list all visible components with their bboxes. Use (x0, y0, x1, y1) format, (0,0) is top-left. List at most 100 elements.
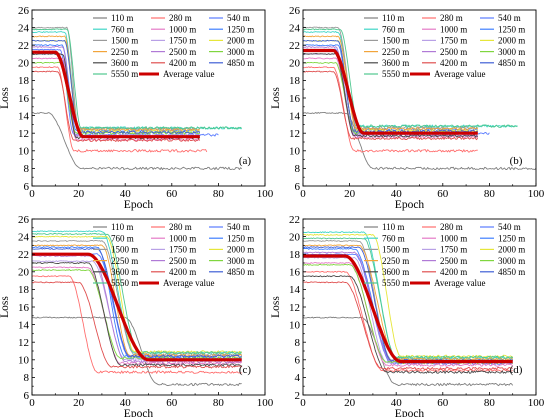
legend-label: 2250 m (382, 256, 409, 266)
legend-label: 2250 m (111, 256, 138, 266)
y-tick-label: 14 (18, 110, 30, 122)
legend-label: 1250 m (227, 233, 254, 243)
y-tick-label: 18 (289, 249, 301, 261)
y-tick-label: 22 (18, 249, 29, 261)
legend-label: 1000 m (169, 233, 196, 243)
y-tick-label: 18 (18, 75, 30, 87)
series-line-2000-m (32, 235, 243, 354)
series-line-1000-m (303, 262, 513, 367)
legend-label: 1500 m (111, 245, 138, 255)
y-tick-label: 10 (289, 319, 301, 331)
legend-label: 1000 m (440, 233, 467, 243)
y-tick-label: 14 (18, 319, 30, 331)
legend-label: 4850 m (498, 267, 525, 277)
legend-item: 280 m (422, 222, 463, 232)
series-line-280-m (32, 275, 242, 374)
x-tick-label: 20 (73, 188, 85, 200)
panel-4: 0 20 40 60 80 100 2 4 6 8 10 12 14 16 18 20 22 Epoch Loss (… (270, 214, 545, 417)
series-line-average-value (303, 48, 479, 135)
legend-label: 1250 m (227, 24, 254, 34)
legend-item: 3600 m (364, 267, 409, 277)
x-tick-label: 20 (73, 397, 85, 409)
legend-item: 3600 m (93, 267, 138, 277)
legend-item: 2000 m (480, 36, 525, 46)
series-line-280-m (303, 66, 478, 153)
legend-item: 1750 m (422, 36, 467, 46)
legend-item: 4850 m (209, 267, 254, 277)
series-line-2250-m (303, 35, 479, 131)
y-tick-label: 10 (18, 146, 30, 158)
legend-item: 2000 m (209, 36, 254, 46)
series-line-4200-m (32, 70, 201, 142)
y-tick-label: 8 (295, 337, 301, 349)
legend-item: 1500 m (364, 36, 409, 46)
legend-label: 1250 m (498, 24, 525, 34)
y-tick-label: 14 (289, 284, 301, 296)
y-tick-label: 16 (18, 93, 30, 105)
legend-label: Average value (434, 278, 486, 288)
legend-item: 3000 m (209, 47, 254, 57)
y-tick-label: 22 (289, 40, 300, 52)
legend-label: 540 m (227, 222, 250, 232)
legend-label: 760 m (111, 233, 134, 243)
legend-label: 3600 m (382, 267, 409, 277)
legend-label: 110 m (382, 13, 404, 23)
x-tick-label: 20 (344, 188, 356, 200)
y-tick-label: 6 (295, 181, 301, 193)
x-axis-label: Epoch (395, 199, 425, 211)
legend-label: 1750 m (169, 36, 196, 46)
y-tick-label: 2 (295, 390, 301, 402)
legend-item: 1750 m (422, 245, 467, 255)
legend-label: 1250 m (498, 233, 525, 243)
series-line-280-m (303, 270, 513, 373)
y-tick-label: 26 (289, 5, 301, 17)
y-tick-label: 18 (18, 284, 30, 296)
legend-label: 4200 m (169, 267, 196, 277)
legend-item: 1500 m (93, 245, 138, 255)
x-tick-label: 40 (391, 397, 403, 409)
legend-item: 280 m (422, 13, 463, 23)
series-line-5550-m (303, 28, 518, 128)
x-tick-label: 60 (437, 397, 449, 409)
y-tick-label: 26 (18, 5, 30, 17)
legend-label: 2000 m (498, 36, 525, 46)
x-tick-label: 80 (213, 397, 225, 409)
legend-label: 280 m (440, 13, 463, 23)
legend-item: 540 m (209, 222, 250, 232)
legend-item: 2250 m (364, 256, 409, 266)
y-tick-label: 6 (24, 181, 30, 193)
legend-label: 2500 m (169, 256, 196, 266)
series-line-4200-m (303, 70, 479, 141)
panel-2: 0 20 40 60 80 100 6 8 10 12 14 16 18 20 22 24 26 Epoch Los… (270, 5, 545, 211)
legend-item: 1250 m (480, 24, 525, 34)
legend-item: 110 m (93, 13, 133, 23)
series-lines (32, 230, 243, 387)
x-tick-label: 100 (257, 397, 274, 409)
legend-label: 1750 m (440, 36, 467, 46)
legend-label: 4200 m (169, 58, 196, 68)
legend-item: 2500 m (151, 47, 196, 57)
legend-item: 110 m (93, 222, 133, 232)
y-tick-label: 8 (295, 163, 301, 175)
series-line-110-m (303, 111, 536, 171)
y-tick-label: 12 (289, 128, 300, 140)
legend-item: 1000 m (151, 233, 196, 243)
y-tick-label: 12 (18, 128, 29, 140)
legend-item: 4200 m (151, 58, 196, 68)
legend-item: 110 m (364, 222, 404, 232)
y-tick-label: 20 (289, 58, 301, 70)
legend-label: 2000 m (498, 245, 525, 255)
x-tick-label: 0 (300, 188, 306, 200)
legend-item: 2250 m (93, 256, 138, 266)
legend-label: 540 m (498, 13, 521, 23)
legend-label: 3000 m (498, 47, 525, 57)
legend-label: 2500 m (440, 256, 467, 266)
x-tick-label: 100 (528, 188, 545, 200)
legend-item: 3600 m (364, 58, 409, 68)
x-tick-label: 0 (300, 397, 306, 409)
y-axis-label: Loss (270, 87, 282, 109)
legend-item: 1250 m (209, 233, 254, 243)
legend-item: 2250 m (93, 47, 138, 57)
y-tick-label: 22 (289, 214, 300, 226)
legend-label: 110 m (382, 222, 404, 232)
